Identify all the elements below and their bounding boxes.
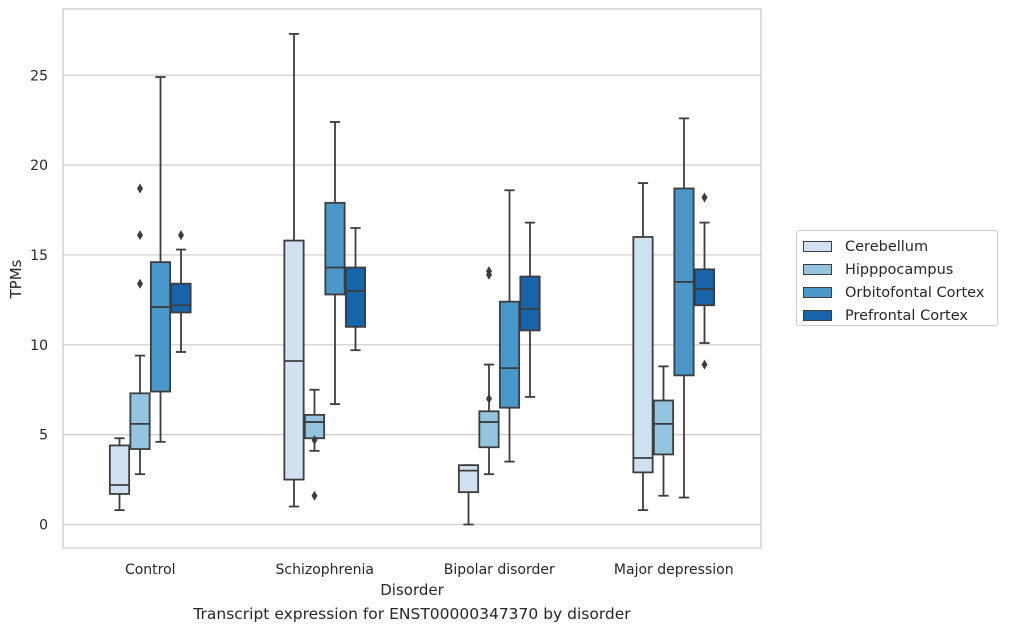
box-body [324, 201, 346, 296]
box-body [652, 399, 675, 456]
chart-caption: Transcript expression for ENST0000034737… [193, 605, 631, 623]
y-tick-label: 0 [39, 518, 48, 534]
box-2-0 [457, 464, 480, 526]
plot-area-frame [62, 8, 762, 549]
y-tick-label: 10 [30, 338, 48, 354]
y-tick-label: 20 [30, 158, 48, 174]
box-body [108, 444, 131, 495]
x-tick-label: Major depression [614, 562, 734, 578]
box-body [149, 261, 172, 393]
outlier-point [701, 192, 708, 203]
y-tick-labels: 0 5 10 15 20 25 [30, 68, 48, 533]
box-1-1 [303, 388, 326, 501]
box-body [170, 282, 192, 314]
outlier-point [311, 490, 318, 501]
box-1-0 [283, 33, 305, 508]
x-tick-label: Bipolar disorder [444, 562, 555, 578]
box-0-2 [149, 76, 172, 443]
box-body [344, 266, 367, 328]
box-body [478, 410, 500, 449]
legend-item: Hipppocampus [803, 258, 997, 281]
box-3-3 [693, 192, 716, 370]
outlier-point [486, 269, 492, 280]
box-0-3 [170, 230, 192, 353]
legend-swatch [803, 241, 832, 252]
outlier-point [486, 393, 492, 404]
x-axis-title: Disorder [380, 581, 444, 599]
box-3-1 [652, 365, 675, 497]
box-2-3 [519, 221, 541, 398]
legend-label: Hipppocampus [845, 261, 954, 278]
y-tick-label: 15 [30, 248, 48, 264]
box-body [129, 392, 151, 450]
outlier-point [701, 359, 708, 370]
box-0-1 [129, 183, 151, 476]
legend-swatch [803, 287, 832, 298]
legend-label: Cerebellum [845, 238, 929, 255]
x-tick-label: Control [125, 562, 176, 578]
outlier-point [137, 183, 143, 194]
y-axis-title: TPMs [7, 259, 25, 299]
box-body [632, 236, 654, 474]
outlier-point [311, 435, 318, 446]
box-body [457, 464, 480, 494]
legend-label: Orbitofontal Cortex [845, 284, 985, 301]
legend-swatch [803, 264, 832, 275]
legend-item: Orbitofontal Cortex [803, 281, 997, 304]
y-tick-label: 25 [30, 68, 48, 84]
legend: Cerebellum Hipppocampus Orbitofontal Corte… [796, 230, 998, 326]
x-tick-label: Schizophrenia [276, 562, 374, 578]
legend-label: Prefrontal Cortex [845, 307, 968, 324]
box-0-0 [108, 437, 131, 512]
box-3-2 [673, 117, 695, 499]
gridlines [63, 74, 761, 526]
x-tick-labels: Control Schizophrenia Bipolar disorder Majo… [125, 562, 734, 578]
box-2-1 [478, 266, 500, 476]
outlier-point [137, 230, 143, 241]
legend-swatch [803, 310, 832, 321]
box-body [693, 268, 716, 307]
y-tick-label: 5 [39, 428, 48, 444]
outlier-point [178, 230, 184, 241]
box-body [498, 300, 521, 409]
box-body [303, 413, 326, 440]
box-1-2 [324, 121, 346, 406]
legend-item: Prefrontal Cortex [803, 304, 997, 327]
boxes [108, 33, 716, 526]
box-body [519, 275, 541, 332]
legend-item: Cerebellum [803, 235, 997, 258]
box-3-0 [632, 182, 654, 512]
outlier-point [137, 278, 143, 289]
box-2-2 [498, 189, 521, 463]
box-1-3 [344, 227, 367, 352]
